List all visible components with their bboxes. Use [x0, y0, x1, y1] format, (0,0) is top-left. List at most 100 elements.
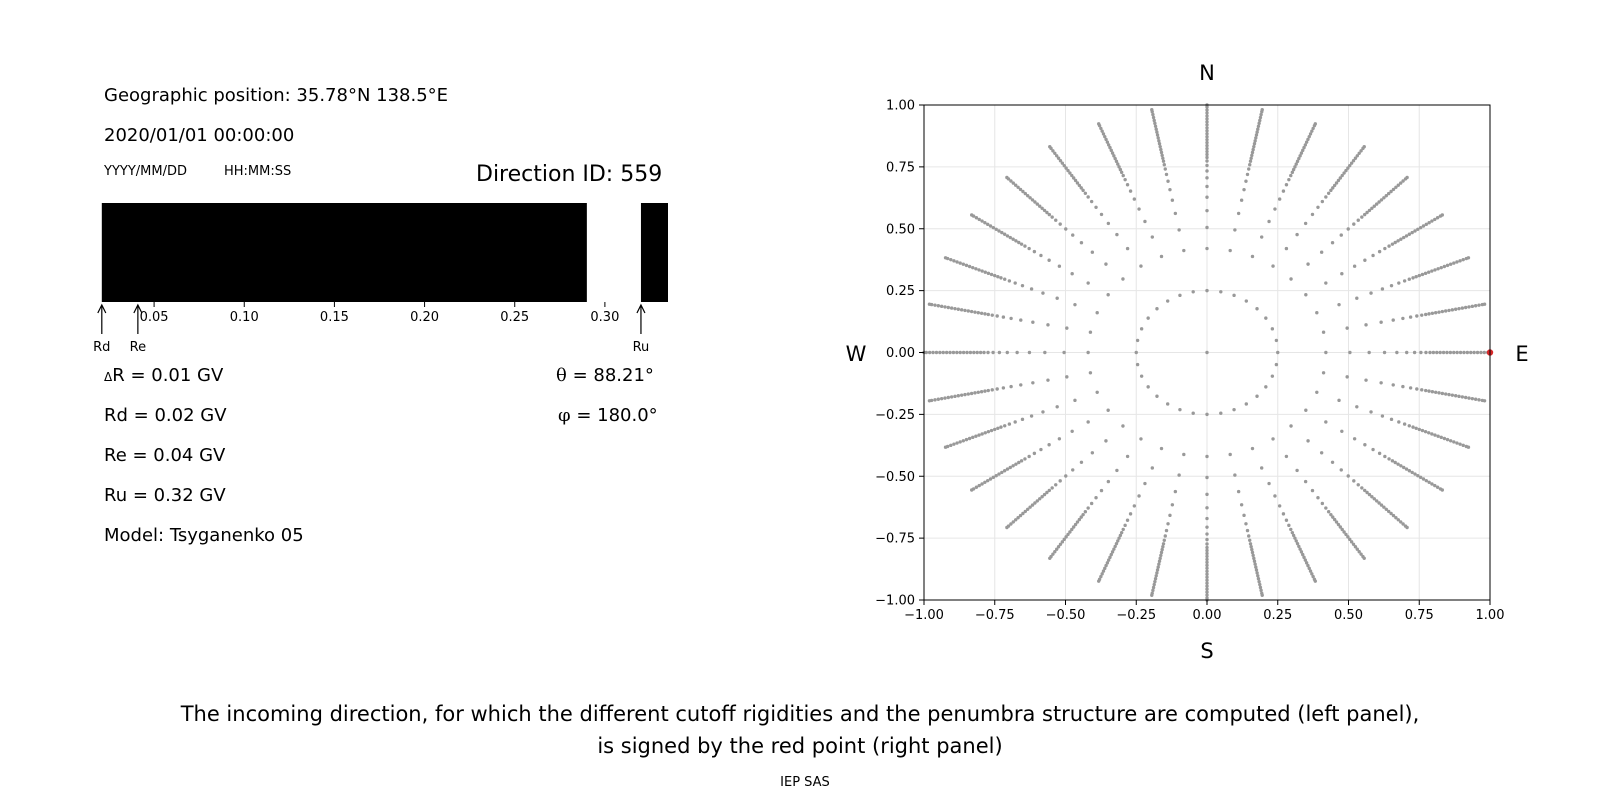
direction-point-679	[1173, 489, 1178, 494]
direction-point-636	[1070, 527, 1074, 532]
direction-point-20	[1146, 385, 1150, 389]
direction-point-485	[1015, 350, 1019, 355]
direction-point-225	[1310, 129, 1314, 133]
direction-point-264	[1205, 163, 1209, 168]
direction-point-156	[1367, 208, 1372, 213]
direction-point-36	[1382, 350, 1387, 355]
direction-point-82	[1463, 305, 1468, 310]
re-value: Re = 0.04 GV	[104, 445, 226, 466]
direction-point-550	[986, 429, 991, 434]
direction-point-624	[1106, 479, 1111, 484]
direction-point-107	[1439, 265, 1443, 270]
direction-point-661	[1116, 539, 1120, 543]
direction-point-722	[1205, 569, 1209, 573]
direction-point-692	[1157, 559, 1162, 563]
direction-point-511	[1046, 378, 1050, 382]
direction-point-652	[1137, 494, 1141, 498]
direction-point-563	[945, 444, 950, 449]
direction-point-116	[1466, 256, 1471, 260]
direction-point-680	[1170, 503, 1175, 507]
direction-point-398	[1086, 281, 1090, 285]
direction-point-916	[1443, 392, 1448, 396]
direction-point-687	[1161, 544, 1165, 549]
direction-point-149	[1339, 233, 1343, 237]
direction-point-874	[1337, 398, 1341, 403]
direction-id: Direction ID: 559	[476, 162, 663, 187]
direction-point-721	[1205, 566, 1209, 571]
direction-point-334	[1104, 137, 1108, 142]
direction-point-302	[1156, 136, 1160, 140]
direction-point-64	[1379, 320, 1383, 324]
direction-point-273	[1205, 134, 1209, 139]
direction-point-726	[1205, 581, 1209, 585]
direction-point-610	[1028, 505, 1032, 509]
direction-point-917	[1447, 392, 1451, 397]
direction-point-153	[1360, 215, 1364, 219]
direction-point-576	[1014, 462, 1018, 466]
allowed-band-0	[100, 203, 102, 302]
direction-point-137	[1421, 224, 1426, 228]
direction-point-750	[1254, 565, 1258, 569]
compass-south-label: S	[1200, 639, 1213, 663]
direction-point-297	[1159, 150, 1164, 155]
phi-number: = 180.0°	[570, 405, 658, 426]
direction-point-337	[1100, 129, 1104, 133]
direction-point-639	[1064, 535, 1068, 539]
direction-point-14	[1146, 316, 1150, 320]
direction-point-147	[1319, 250, 1324, 254]
direction-point-86	[1477, 303, 1481, 307]
direction-point-665	[1110, 550, 1115, 554]
direction-point-903	[1364, 378, 1368, 382]
direction-point-322	[1119, 170, 1124, 175]
direction-point-537	[1095, 390, 1099, 394]
direction-point-187	[1338, 176, 1343, 180]
direction-point-641	[1060, 540, 1065, 544]
direction-point-718	[1205, 557, 1209, 562]
direction-point-466	[973, 310, 977, 314]
direction-point-548	[993, 427, 997, 432]
direction-point-543	[1013, 420, 1017, 424]
direction-point-336	[1101, 132, 1106, 136]
direction-point-272	[1205, 137, 1209, 142]
direction-point-752	[1255, 571, 1259, 575]
polar-x-tick-label-8: 1.00	[1476, 608, 1505, 623]
direction-point-601	[1050, 486, 1054, 490]
direction-point-559	[958, 440, 962, 444]
direction-point-846	[1324, 420, 1328, 424]
direction-point-376	[1054, 218, 1058, 222]
direction-point-461	[990, 313, 994, 317]
direction-point-138	[1424, 222, 1429, 227]
direction-point-577	[1011, 464, 1015, 468]
direction-point-394	[1009, 179, 1013, 183]
direction-point-67	[1408, 315, 1413, 319]
direction-point-696	[1155, 571, 1159, 575]
direction-point-11	[1178, 293, 1182, 298]
direction-point-8	[1219, 290, 1223, 294]
direction-point-439	[983, 270, 987, 274]
direction-point-701	[1151, 585, 1156, 590]
direction-point-469	[963, 308, 967, 313]
direction-point-371	[1090, 250, 1095, 254]
direction-point-351	[1079, 186, 1083, 190]
direction-point-506	[927, 350, 932, 355]
direction-point-685	[1162, 538, 1166, 543]
direction-point-803	[1338, 525, 1343, 529]
direction-point-476	[939, 304, 944, 309]
direction-point-737	[1242, 513, 1246, 518]
direction-point-527	[956, 394, 961, 398]
direction-point-723	[1205, 572, 1209, 576]
direction-point-96	[1402, 279, 1407, 283]
direction-point-681	[1168, 513, 1172, 518]
direction-point-194	[1351, 159, 1356, 163]
direction-point-91	[1355, 296, 1359, 300]
direction-point-881	[1407, 424, 1411, 428]
direction-point-242	[1251, 147, 1255, 152]
direction-point-205	[1277, 197, 1282, 201]
polar-x-tick-label-1: −0.75	[975, 608, 1015, 623]
direction-point-640	[1062, 537, 1066, 542]
direction-point-771	[1291, 533, 1296, 538]
direction-point-30	[1264, 385, 1268, 389]
direction-point-478	[933, 303, 937, 307]
direction-point-915	[1440, 391, 1445, 396]
direction-point-84	[1470, 304, 1475, 309]
